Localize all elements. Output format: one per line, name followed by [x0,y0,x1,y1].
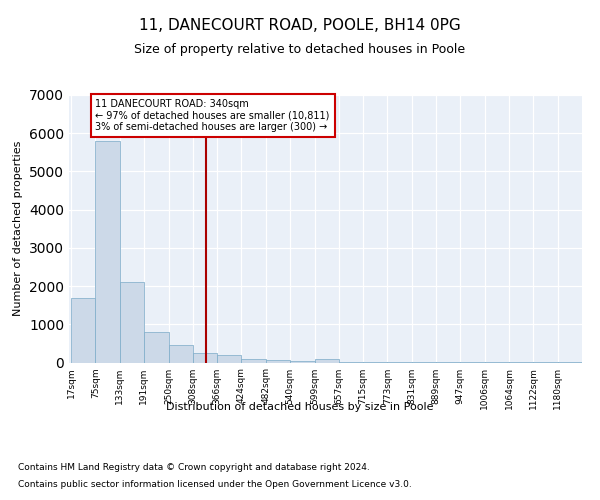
Bar [266,360,290,362]
Bar [241,358,266,362]
Bar [314,358,339,362]
Bar [169,346,193,362]
Text: 11, DANECOURT ROAD, POOLE, BH14 0PG: 11, DANECOURT ROAD, POOLE, BH14 0PG [139,18,461,32]
Bar [290,360,314,362]
Text: Distribution of detached houses by size in Poole: Distribution of detached houses by size … [166,402,434,412]
Bar [217,355,241,362]
Text: Contains HM Land Registry data © Crown copyright and database right 2024.: Contains HM Land Registry data © Crown c… [18,462,370,471]
Bar [144,332,169,362]
Text: Size of property relative to detached houses in Poole: Size of property relative to detached ho… [134,42,466,56]
Y-axis label: Number of detached properties: Number of detached properties [13,141,23,316]
Bar [71,298,95,362]
Text: Contains public sector information licensed under the Open Government Licence v3: Contains public sector information licen… [18,480,412,489]
Bar [95,141,119,362]
Bar [193,353,217,362]
Bar [119,282,144,362]
Text: 11 DANECOURT ROAD: 340sqm
← 97% of detached houses are smaller (10,811)
3% of se: 11 DANECOURT ROAD: 340sqm ← 97% of detac… [95,99,330,132]
